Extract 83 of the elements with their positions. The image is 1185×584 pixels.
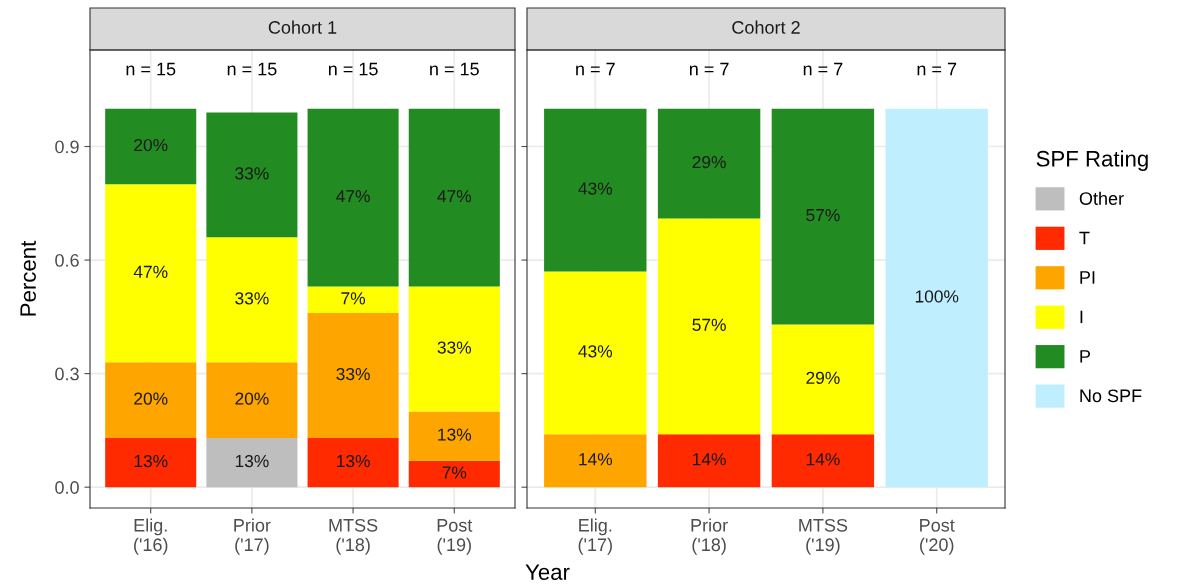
data-label: 7% xyxy=(442,466,467,479)
x-tick-label: MTSS ('18) xyxy=(329,518,378,555)
annotation: n = 7 xyxy=(576,62,615,76)
annotation: n = 7 xyxy=(803,62,843,76)
bar xyxy=(771,434,875,488)
data-label: 100% xyxy=(915,290,959,303)
annotation: n = 15 xyxy=(227,62,277,76)
data-label: 14% xyxy=(579,453,613,466)
data-label: 29% xyxy=(806,371,840,384)
annotation: n = 15 xyxy=(430,62,479,76)
data-label: 13% xyxy=(235,454,269,468)
bar xyxy=(206,437,298,488)
data-label: 47% xyxy=(133,265,168,278)
bar xyxy=(105,184,197,363)
bar xyxy=(408,108,500,287)
data-label: 13% xyxy=(134,454,168,468)
bar xyxy=(307,286,399,314)
data-label: 20% xyxy=(134,138,168,152)
data-label: 57% xyxy=(692,318,726,331)
data-label: 43% xyxy=(578,345,613,358)
data-label: 20% xyxy=(235,392,269,405)
bar xyxy=(885,108,988,488)
annotation: n = 15 xyxy=(328,62,378,76)
bar xyxy=(657,108,761,219)
x-tick-label: Elig. ('16) xyxy=(134,518,168,555)
chart-title: Cohort 2 xyxy=(732,20,800,34)
bar xyxy=(408,460,500,488)
annotation: n = 7 xyxy=(689,62,729,76)
data-label: 33% xyxy=(235,167,269,180)
bar xyxy=(105,108,197,185)
annotation: n = 15 xyxy=(126,62,176,76)
bar xyxy=(105,362,197,438)
x-tick-label: Prior ('18) xyxy=(691,518,728,555)
legend-label: No SPF xyxy=(1080,389,1142,403)
bar xyxy=(105,437,197,488)
data-label: 7% xyxy=(341,292,366,305)
data-label: 47% xyxy=(437,190,472,203)
x-tick-label: Post ('19) xyxy=(437,519,473,555)
data-label: 29% xyxy=(692,155,726,169)
x-tick-label: Post ('20) xyxy=(920,519,955,555)
bar xyxy=(307,437,399,488)
bar xyxy=(657,434,761,488)
y-tick-label: 0.3 xyxy=(55,367,79,381)
bar xyxy=(771,324,875,435)
data-label: 57% xyxy=(806,208,840,222)
legend-title: SPF Rating xyxy=(1036,150,1148,171)
data-label: 13% xyxy=(337,454,370,468)
x-tick-label: Elig. ('17) xyxy=(578,518,612,555)
data-label: 14% xyxy=(806,453,840,466)
bar xyxy=(206,112,298,238)
bar xyxy=(206,237,298,363)
bar xyxy=(206,362,298,438)
bar xyxy=(544,271,647,435)
x-tick-label: MTSS ('19) xyxy=(799,518,848,555)
legend-label: P xyxy=(1080,350,1091,363)
chart-title: Cohort 1 xyxy=(268,20,337,34)
y-tick-label: 0.6 xyxy=(55,254,79,267)
bar xyxy=(307,313,399,438)
data-label: 20% xyxy=(134,392,168,405)
data-label: 33% xyxy=(235,292,269,305)
bar xyxy=(544,434,647,488)
y-tick-label: 0.0 xyxy=(55,481,79,494)
bar xyxy=(408,411,500,461)
bar xyxy=(307,108,399,287)
x-axis-title: Year xyxy=(525,564,570,580)
legend-label: PI xyxy=(1080,271,1095,284)
data-label: 47% xyxy=(336,190,370,203)
data-label: 33% xyxy=(336,367,370,381)
y-tick-label: 0.9 xyxy=(55,140,79,154)
bar xyxy=(657,218,761,435)
data-label: 13% xyxy=(438,428,472,441)
x-tick-label: Prior ('17) xyxy=(234,518,271,555)
legend-label: Other xyxy=(1079,191,1124,205)
legend-label: T xyxy=(1079,231,1090,245)
data-label: 33% xyxy=(437,341,472,354)
data-label: 14% xyxy=(693,453,726,466)
y-axis-title: Percent xyxy=(20,240,36,316)
bar xyxy=(408,286,500,412)
legend-label: I xyxy=(1080,310,1083,324)
data-label: 43% xyxy=(578,182,613,195)
bar xyxy=(544,108,647,272)
bar xyxy=(771,108,875,325)
annotation: n = 7 xyxy=(917,62,957,76)
